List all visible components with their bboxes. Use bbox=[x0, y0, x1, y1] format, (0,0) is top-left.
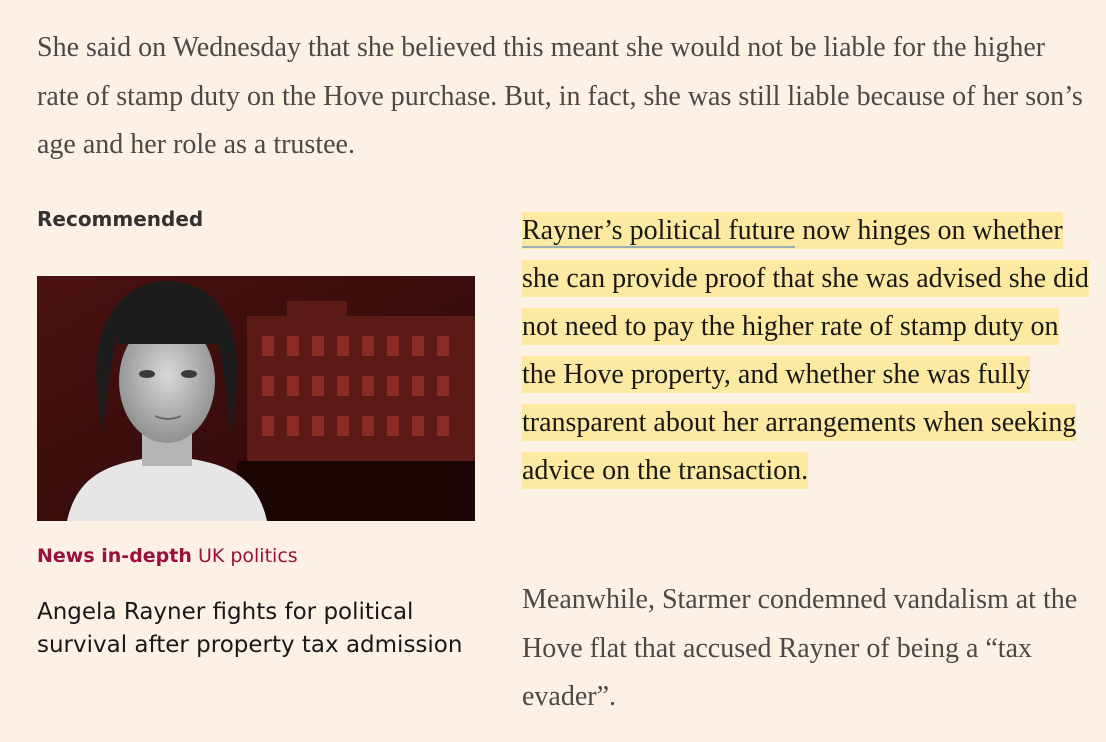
category-topic[interactable]: UK politics bbox=[197, 545, 298, 567]
category-label[interactable]: News in-depth bbox=[37, 545, 192, 567]
political-future-link[interactable]: Rayner’s political future bbox=[522, 215, 796, 248]
recommended-label: Recommended bbox=[37, 207, 204, 231]
highlighted-text: now hinges on whether she can provide pr… bbox=[522, 215, 1089, 486]
portrait-photo-icon bbox=[37, 276, 475, 521]
highlighted-paragraph: Rayner’s political future now hinges on … bbox=[522, 207, 1092, 495]
intro-paragraph: She said on Wednesday that she believed … bbox=[37, 32, 1083, 160]
recommended-category[interactable]: News in-depth UK politics bbox=[37, 545, 298, 567]
recommended-headline[interactable]: Angela Rayner fights for political survi… bbox=[37, 599, 463, 658]
meanwhile-paragraph: Meanwhile, Starmer condemned vandalism a… bbox=[522, 584, 1078, 712]
recommended-image[interactable] bbox=[37, 276, 475, 521]
